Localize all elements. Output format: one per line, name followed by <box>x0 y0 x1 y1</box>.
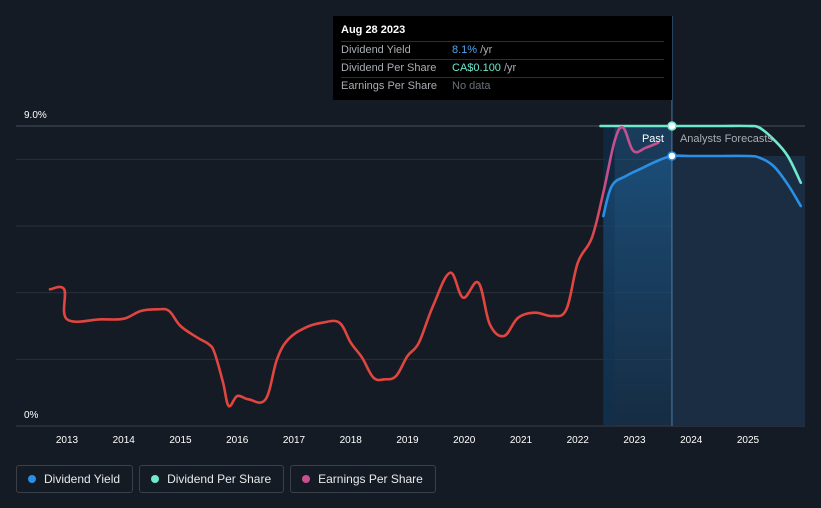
x-tick-label: 2018 <box>340 435 363 446</box>
tooltip-value: No data <box>452 80 491 92</box>
x-tick-label: 2021 <box>510 435 533 446</box>
tooltip: Aug 28 2023 Dividend Yield 8.1% /yr Divi… <box>333 16 672 100</box>
tooltip-value: CA$0.100 <box>452 62 501 74</box>
y-tick-label-top: 9.0% <box>24 110 47 121</box>
x-tick-label: 2014 <box>113 435 136 446</box>
legend-label: Earnings Per Share <box>318 472 423 486</box>
dividend-yield-line <box>602 154 803 218</box>
tooltip-unit: /yr <box>503 62 517 74</box>
legend-label: Dividend Yield <box>44 472 121 486</box>
cursor-marker-dividend-per-share <box>667 121 677 131</box>
x-tick-label: 2019 <box>396 435 419 446</box>
x-tick-label: 2017 <box>283 435 306 446</box>
legend-item-earnings-per-share[interactable]: Earnings Per Share <box>290 465 436 493</box>
x-tick-label: 2016 <box>226 435 249 446</box>
cursor-marker-dividend-yield <box>667 151 677 161</box>
legend: Dividend Yield Dividend Per Share Earnin… <box>16 465 436 493</box>
legend-item-dividend-yield[interactable]: Dividend Yield <box>16 465 134 493</box>
shade-forecast <box>671 156 805 426</box>
x-tick-label: 2023 <box>623 435 646 446</box>
past-label: Past <box>642 133 664 145</box>
legend-item-dividend-per-share[interactable]: Dividend Per Share <box>139 465 285 493</box>
tooltip-label: Dividend Per Share <box>341 62 437 74</box>
y-tick-label-zero: 0% <box>24 410 39 421</box>
legend-dot-icon <box>28 475 36 483</box>
tooltip-date: Aug 28 2023 <box>341 24 406 36</box>
x-tick-label: 2013 <box>56 435 79 446</box>
tooltip-label: Dividend Yield <box>341 44 411 56</box>
dividend-yield-area <box>603 156 672 426</box>
tooltip-unit: /yr <box>480 44 493 56</box>
forecast-label: Analysts Forecasts <box>680 133 773 145</box>
x-tick-label: 2015 <box>169 435 192 446</box>
legend-label: Dividend Per Share <box>167 472 272 486</box>
legend-dot-icon <box>151 475 160 483</box>
x-tick-label: 2020 <box>453 435 476 446</box>
tooltip-row-earnings-per-share: Earnings Per Share No data <box>341 77 664 95</box>
tooltip-value: 8.1% <box>452 44 478 56</box>
dividend-per-share-line <box>599 124 803 184</box>
earnings-per-share-line <box>48 125 660 408</box>
tooltip-row-dividend-yield: Dividend Yield 8.1% /yr <box>341 41 664 59</box>
x-tick-label: 2024 <box>680 435 703 446</box>
x-tick-label: 2022 <box>567 435 590 446</box>
x-tick-label: 2025 <box>737 435 760 446</box>
tooltip-label: Earnings Per Share <box>341 80 437 92</box>
tooltip-row-dividend-per-share: Dividend Per Share CA$0.100 /yr <box>341 59 664 77</box>
legend-dot-icon <box>302 475 311 483</box>
